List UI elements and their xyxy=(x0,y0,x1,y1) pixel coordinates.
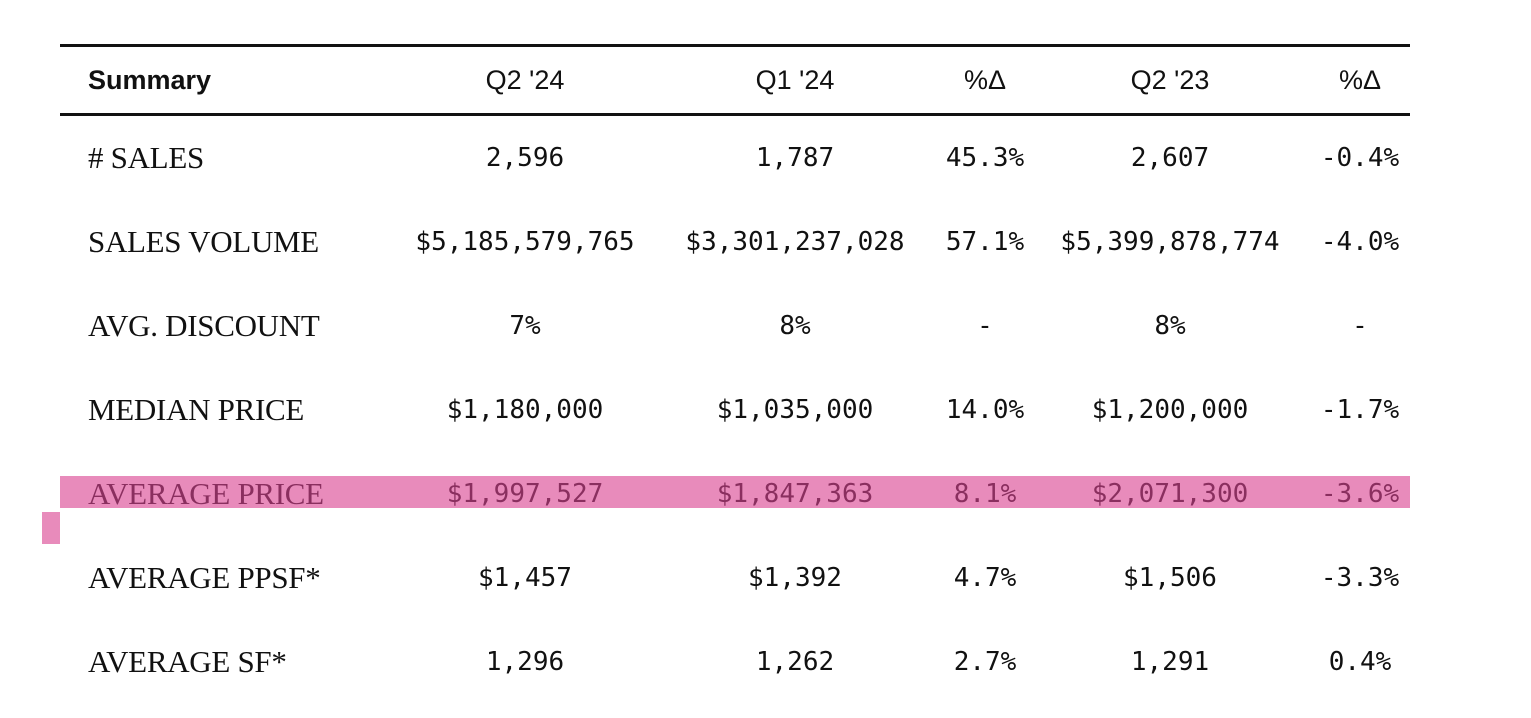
header-summary: Summary xyxy=(60,44,400,116)
table-cell: 45.3% xyxy=(945,143,1025,173)
table-cell: 1,787 xyxy=(755,143,835,173)
table-cell: $5,399,878,774 xyxy=(1060,227,1280,257)
table-row-highlighted: AVERAGE PRICE $1,997,527 $1,847,363 8.1%… xyxy=(60,452,1410,536)
table-row: # SALES 2,596 1,787 45.3% 2,607 -0.4% xyxy=(60,115,1410,201)
table-cell: - xyxy=(1352,311,1368,341)
table-cell: $1,457 xyxy=(478,563,572,593)
table-header-row: Summary Q2 '24 Q1 '24 %Δ Q2 '23 %Δ xyxy=(60,44,1410,116)
table-cell: 0.4% xyxy=(1328,647,1392,677)
table-cell: $1,035,000 xyxy=(716,395,874,425)
row-label: # SALES xyxy=(88,140,204,175)
table-cell: 4.7% xyxy=(953,563,1017,593)
table-cell: $5,185,579,765 xyxy=(415,227,635,257)
table-cell: -1.7% xyxy=(1320,395,1400,425)
table-cell: $1,997,527 xyxy=(400,452,650,536)
summary-table-container: Summary Q2 '24 Q1 '24 %Δ Q2 '23 %Δ # SAL… xyxy=(42,44,1410,704)
table-cell: -4.0% xyxy=(1320,227,1400,257)
table-cell: 2,607 xyxy=(1130,143,1210,173)
row-label: MEDIAN PRICE xyxy=(88,392,304,427)
table-cell: -3.6% xyxy=(1310,452,1410,536)
table-cell: $1,200,000 xyxy=(1091,395,1249,425)
row-label: AVERAGE PPSF* xyxy=(88,560,321,595)
table-cell: 8% xyxy=(1154,311,1186,341)
header-q2-23: Q2 '23 xyxy=(1030,44,1310,116)
header-q1-24: Q1 '24 xyxy=(650,44,940,116)
table-row: AVERAGE PPSF* $1,457 $1,392 4.7% $1,506 … xyxy=(60,536,1410,620)
table-cell: - xyxy=(977,311,993,341)
table-cell: 7% xyxy=(509,311,541,341)
table-cell: 1,296 xyxy=(485,647,565,677)
table-cell: $1,180,000 xyxy=(446,395,604,425)
table-cell: $2,071,300 xyxy=(1030,452,1310,536)
table-cell: 1,291 xyxy=(1130,647,1210,677)
table-cell: 8.1% xyxy=(940,452,1030,536)
table-cell: 1,262 xyxy=(755,647,835,677)
table-row: MEDIAN PRICE $1,180,000 $1,035,000 14.0%… xyxy=(60,368,1410,452)
table-cell: $1,392 xyxy=(748,563,842,593)
table-cell: 14.0% xyxy=(945,395,1025,425)
table-row: AVG. DISCOUNT 7% 8% - 8% - xyxy=(60,284,1410,368)
table-cell: $1,847,363 xyxy=(650,452,940,536)
table-cell: -0.4% xyxy=(1320,143,1400,173)
header-q2-24: Q2 '24 xyxy=(400,44,650,116)
row-label: AVERAGE SF* xyxy=(88,644,287,679)
row-label: SALES VOLUME xyxy=(88,224,319,259)
row-label: AVG. DISCOUNT xyxy=(88,308,320,343)
table-cell: $3,301,237,028 xyxy=(685,227,905,257)
table-cell: 57.1% xyxy=(945,227,1025,257)
header-pct-change-yoy: %Δ xyxy=(1310,44,1410,116)
table-row: SALES VOLUME $5,185,579,765 $3,301,237,0… xyxy=(60,200,1410,284)
header-pct-change-qoq: %Δ xyxy=(940,44,1030,116)
summary-table: Summary Q2 '24 Q1 '24 %Δ Q2 '23 %Δ # SAL… xyxy=(60,44,1410,704)
highlight-bar-extension xyxy=(42,512,60,544)
table-row: AVERAGE SF* 1,296 1,262 2.7% 1,291 0.4% xyxy=(60,620,1410,704)
table-cell: $1,506 xyxy=(1123,563,1217,593)
table-cell: -3.3% xyxy=(1320,563,1400,593)
table-cell: 2.7% xyxy=(953,647,1017,677)
table-cell: 8% xyxy=(779,311,811,341)
table-cell: 2,596 xyxy=(485,143,565,173)
row-label: AVERAGE PRICE xyxy=(60,452,400,536)
